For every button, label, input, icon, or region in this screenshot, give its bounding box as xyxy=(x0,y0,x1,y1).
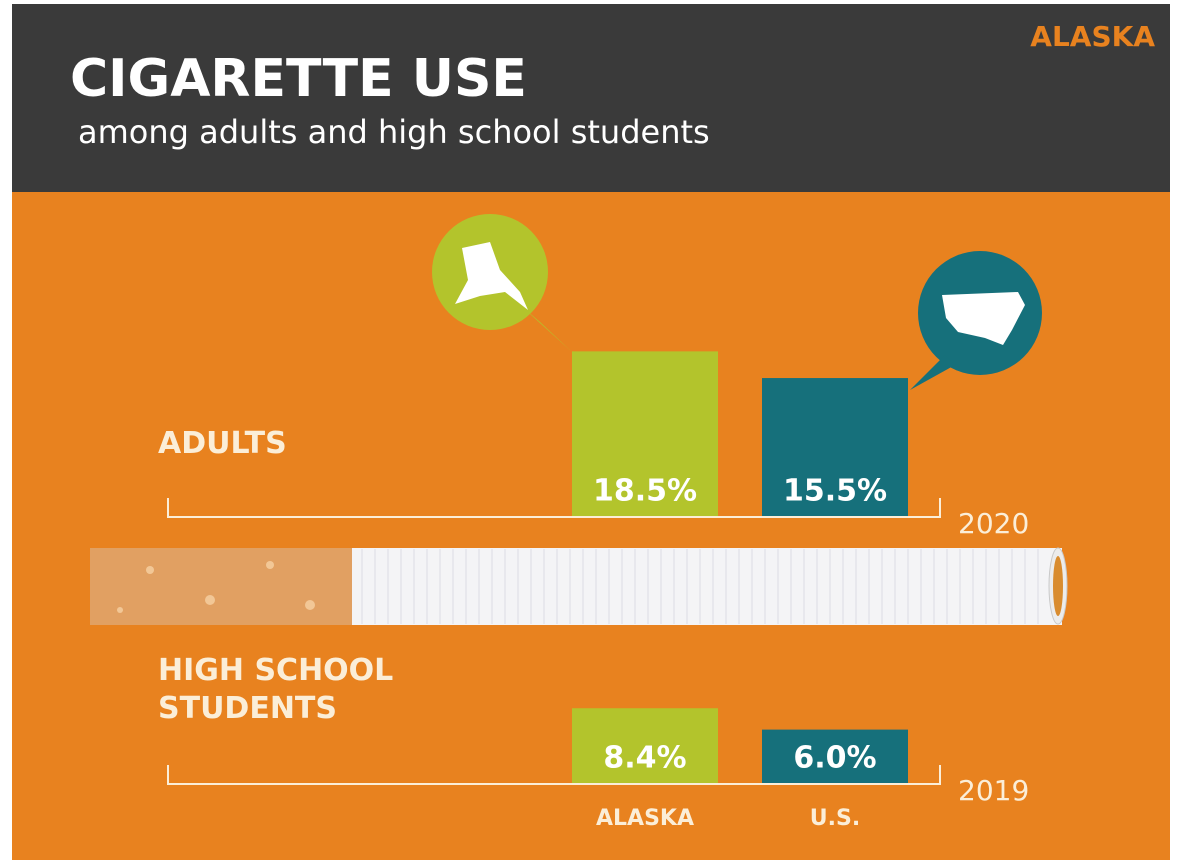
value-label: 6.0% xyxy=(793,741,876,776)
year-label: 2020 xyxy=(958,507,1029,540)
us-bubble xyxy=(910,251,1042,390)
value-label: 8.4% xyxy=(603,741,686,776)
baseline xyxy=(167,498,941,518)
category-label: U.S. xyxy=(810,806,860,831)
value-label: 18.5% xyxy=(593,474,697,509)
state-label: ALASKA xyxy=(1030,20,1155,53)
baseline xyxy=(167,765,941,785)
bar xyxy=(762,378,908,516)
alaska-bubble xyxy=(432,214,572,352)
category-label: ALASKA xyxy=(596,806,694,831)
title: CIGARETTE USE xyxy=(70,49,527,109)
bar xyxy=(572,708,718,783)
group-title: ADULTS xyxy=(158,426,287,461)
bar xyxy=(572,351,718,516)
header-band xyxy=(12,4,1170,192)
group-title: HIGH SCHOOL STUDENTS xyxy=(158,653,394,726)
year-label: 2019 xyxy=(958,774,1029,807)
bar xyxy=(762,729,908,783)
value-label: 15.5% xyxy=(783,474,887,509)
cigarette xyxy=(90,547,1068,625)
subtitle: among adults and high school students xyxy=(78,113,710,151)
